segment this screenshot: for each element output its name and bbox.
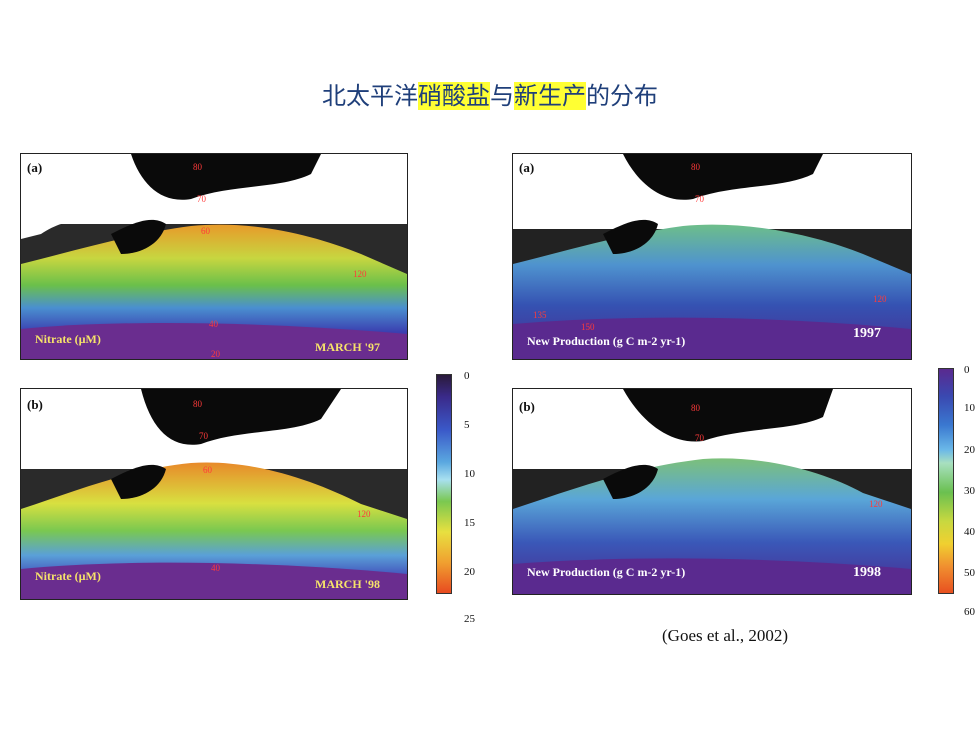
lat-tick: 70	[695, 433, 704, 443]
nitrate-colorbar-tick: 5	[464, 419, 470, 431]
lat-tick: 60	[201, 226, 210, 236]
title-highlight-nitrate: 硝酸盐	[418, 82, 490, 110]
lon-tick: 135	[533, 310, 547, 320]
lon-tick: 120	[873, 294, 887, 304]
new-production-map-1998-image	[513, 389, 911, 594]
lat-tick: 20	[211, 349, 220, 359]
year-tag: 1997	[853, 326, 881, 341]
panel-label: (b)	[27, 397, 43, 412]
title-suffix: 的分布	[586, 82, 658, 110]
lat-tick: 60	[203, 465, 212, 475]
lat-tick: 80	[193, 399, 202, 409]
variable-label: New Production (g C m-2 yr-1)	[527, 565, 686, 579]
lat-tick: 40	[209, 319, 218, 329]
lat-tick: 40	[211, 563, 220, 573]
new-production-colorbar-tick: 40	[964, 526, 975, 538]
slide-title: 北太平洋硝酸盐与新生产的分布	[0, 76, 980, 111]
map-panel-new-production-1998: (b) New Production (g C m-2 yr-1) 1998 8…	[512, 388, 912, 595]
lon-tick: 120	[869, 499, 883, 509]
year-tag: 1998	[853, 565, 881, 580]
date-tag: MARCH '98	[315, 577, 380, 591]
map-panel-nitrate-1997: (a) Nitrate (µM) MARCH '97 80 70 60 120 …	[20, 153, 408, 360]
lat-tick: 80	[691, 403, 700, 413]
nitrate-colorbar-tick: 10	[464, 468, 475, 480]
lat-tick: 80	[691, 162, 700, 172]
new-production-colorbar-tick: 30	[964, 485, 975, 497]
nitrate-colorbar	[436, 374, 452, 594]
lon-tick: 150	[581, 322, 595, 332]
new-production-colorbar-tick: 20	[964, 444, 975, 456]
panel-label: (a)	[27, 160, 43, 175]
new-production-colorbar-tick: 0	[964, 364, 970, 376]
title-highlight-new-production: 新生产	[514, 82, 586, 110]
lon-tick: 120	[357, 509, 371, 519]
panel-label: (b)	[519, 399, 535, 414]
citation: (Goes et al., 2002)	[662, 626, 789, 645]
lat-tick: 70	[199, 431, 208, 441]
nitrate-colorbar-tick: 25	[464, 613, 475, 625]
nitrate-map-1998-image	[21, 389, 407, 599]
variable-label: Nitrate (µM)	[35, 569, 101, 583]
title-middle: 与	[490, 82, 514, 110]
nitrate-colorbar-tick: 15	[464, 517, 475, 529]
lat-tick: 70	[197, 194, 206, 204]
date-tag: MARCH '97	[315, 340, 380, 354]
new-production-colorbar	[938, 368, 954, 594]
nitrate-map-1997-image	[21, 154, 407, 359]
new-production-colorbar-tick: 10	[964, 402, 975, 414]
lon-tick: 120	[353, 269, 367, 279]
map-panel-nitrate-1998: (b) Nitrate (µM) MARCH '98 80 70 60 120 …	[20, 388, 408, 600]
new-production-colorbar-tick: 50	[964, 567, 975, 579]
nitrate-colorbar-tick: 20	[464, 566, 475, 578]
variable-label: Nitrate (µM)	[35, 332, 101, 346]
new-production-map-1997-image	[513, 154, 911, 359]
map-panel-new-production-1997: (a) New Production (g C m-2 yr-1) 1997 8…	[512, 153, 912, 360]
lat-tick: 70	[695, 194, 704, 204]
nitrate-colorbar-tick: 0	[464, 370, 470, 382]
new-production-colorbar-tick: 60	[964, 606, 975, 618]
title-prefix: 北太平洋	[322, 82, 418, 110]
variable-label: New Production (g C m-2 yr-1)	[527, 334, 686, 348]
lat-tick: 80	[193, 162, 202, 172]
panel-label: (a)	[519, 160, 535, 175]
